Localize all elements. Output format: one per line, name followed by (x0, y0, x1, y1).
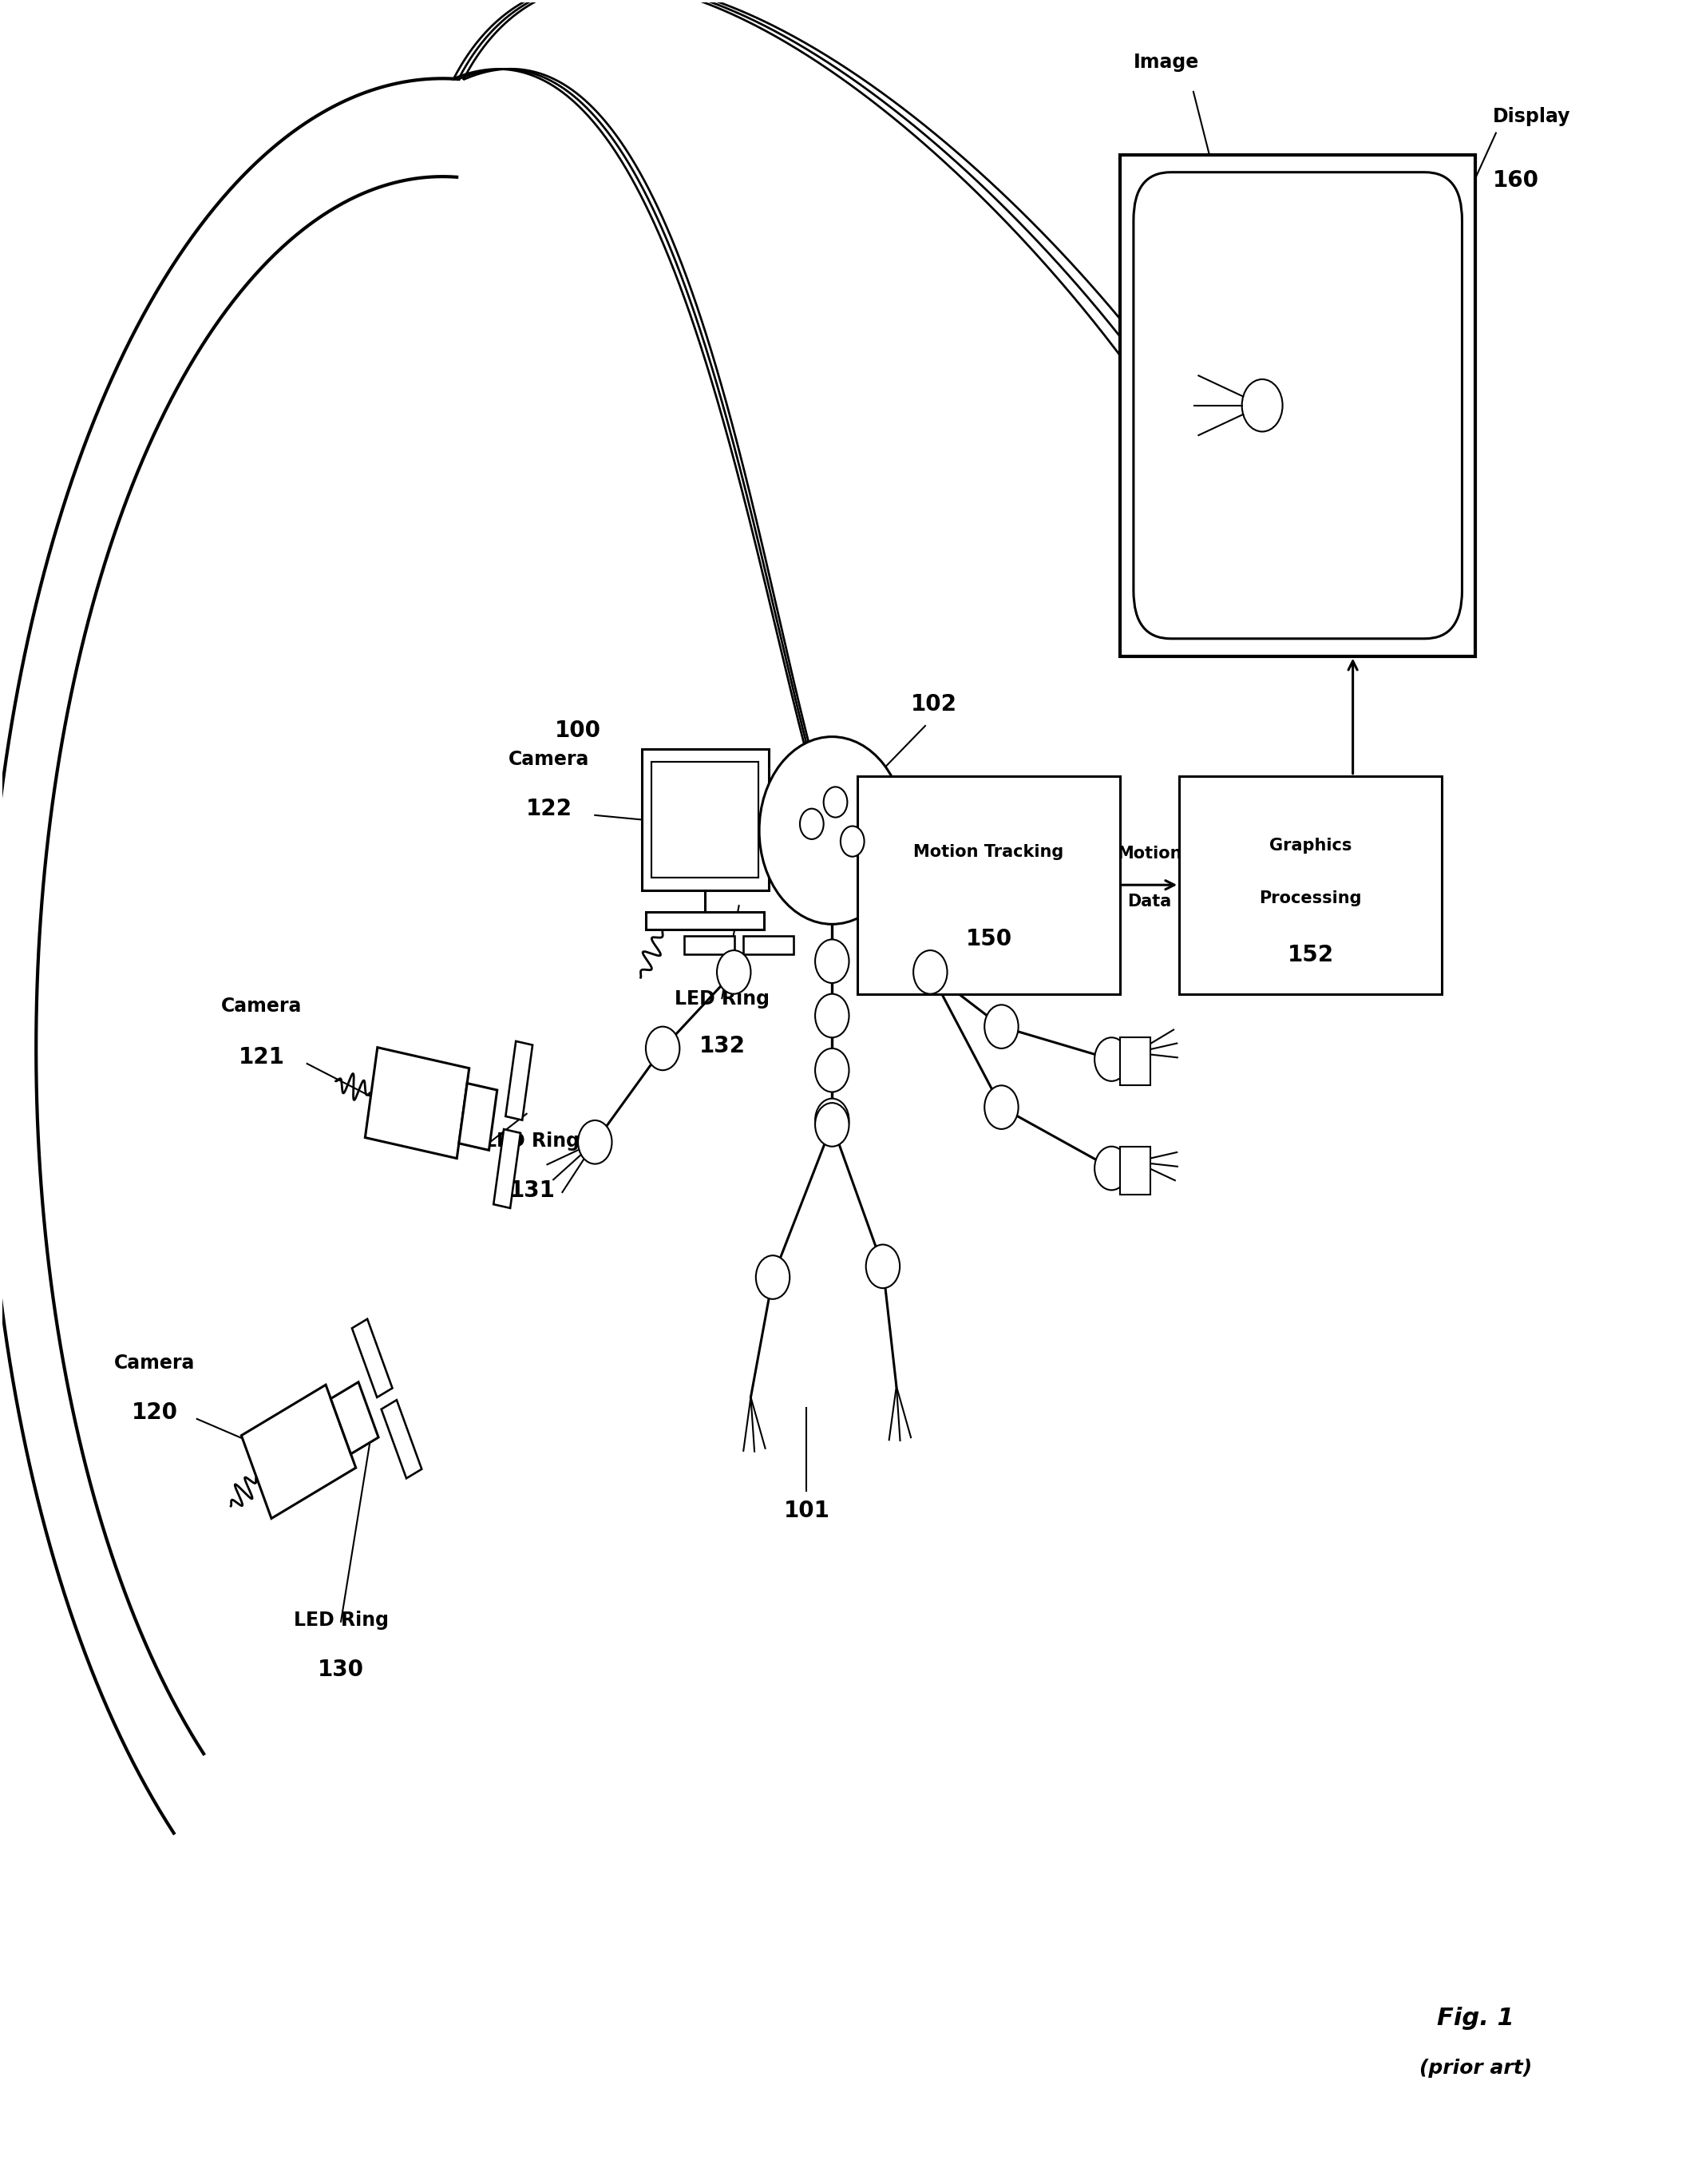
Circle shape (1241, 380, 1282, 432)
Text: Camera: Camera (221, 996, 302, 1016)
Circle shape (914, 950, 947, 994)
Polygon shape (331, 1382, 379, 1455)
Polygon shape (351, 1319, 392, 1398)
FancyBboxPatch shape (1134, 173, 1462, 638)
Polygon shape (241, 1385, 357, 1518)
Text: 130: 130 (318, 1658, 363, 1682)
Circle shape (577, 1120, 611, 1164)
Circle shape (985, 1005, 1019, 1048)
FancyBboxPatch shape (1121, 1147, 1151, 1195)
Circle shape (800, 808, 824, 839)
FancyBboxPatch shape (652, 762, 759, 878)
Text: 101: 101 (783, 1500, 830, 1522)
Circle shape (985, 1085, 1019, 1129)
Circle shape (717, 950, 751, 994)
FancyBboxPatch shape (1178, 775, 1442, 994)
Text: 121: 121 (238, 1046, 285, 1068)
Circle shape (841, 826, 864, 856)
FancyBboxPatch shape (857, 775, 1121, 994)
Circle shape (1095, 1147, 1129, 1190)
Polygon shape (684, 935, 735, 954)
Text: LED Ring: LED Ring (674, 989, 769, 1009)
Text: Motion Tracking: Motion Tracking (914, 845, 1065, 860)
Circle shape (815, 1048, 849, 1092)
Circle shape (815, 1103, 849, 1147)
FancyBboxPatch shape (642, 749, 769, 891)
Circle shape (759, 736, 905, 924)
Circle shape (815, 994, 849, 1037)
FancyBboxPatch shape (1121, 1037, 1151, 1085)
Text: 102: 102 (910, 692, 958, 716)
Polygon shape (382, 1400, 421, 1479)
Text: 120: 120 (131, 1402, 178, 1424)
Polygon shape (494, 1129, 521, 1208)
Circle shape (824, 786, 847, 817)
Text: Display: Display (1493, 107, 1571, 127)
Text: Image: Image (1134, 52, 1199, 72)
Text: Data: Data (1127, 893, 1172, 911)
Text: Camera: Camera (114, 1354, 195, 1374)
Polygon shape (506, 1042, 533, 1120)
Text: 152: 152 (1287, 943, 1333, 965)
Polygon shape (365, 1048, 469, 1158)
Text: 131: 131 (509, 1179, 555, 1201)
Circle shape (866, 1245, 900, 1289)
Text: Processing: Processing (1260, 891, 1362, 906)
Text: 132: 132 (700, 1035, 745, 1057)
Polygon shape (744, 935, 793, 954)
Text: 160: 160 (1493, 170, 1538, 192)
Text: 100: 100 (555, 719, 601, 743)
Circle shape (645, 1026, 679, 1070)
Text: Fig. 1: Fig. 1 (1437, 2007, 1515, 2029)
Text: 150: 150 (966, 928, 1012, 950)
Text: LED Ring: LED Ring (294, 1612, 389, 1629)
Circle shape (815, 939, 849, 983)
Circle shape (756, 1256, 790, 1299)
FancyBboxPatch shape (645, 913, 764, 930)
Text: LED Ring: LED Ring (486, 1131, 579, 1151)
Circle shape (1095, 1037, 1129, 1081)
Text: Graphics: Graphics (1268, 839, 1352, 854)
Circle shape (815, 1099, 849, 1142)
FancyBboxPatch shape (1121, 155, 1476, 655)
Polygon shape (458, 1083, 498, 1151)
Text: Motion: Motion (1117, 845, 1182, 863)
Text: Camera: Camera (509, 749, 589, 769)
Text: 122: 122 (526, 797, 572, 819)
Text: (prior art): (prior art) (1420, 2060, 1532, 2077)
